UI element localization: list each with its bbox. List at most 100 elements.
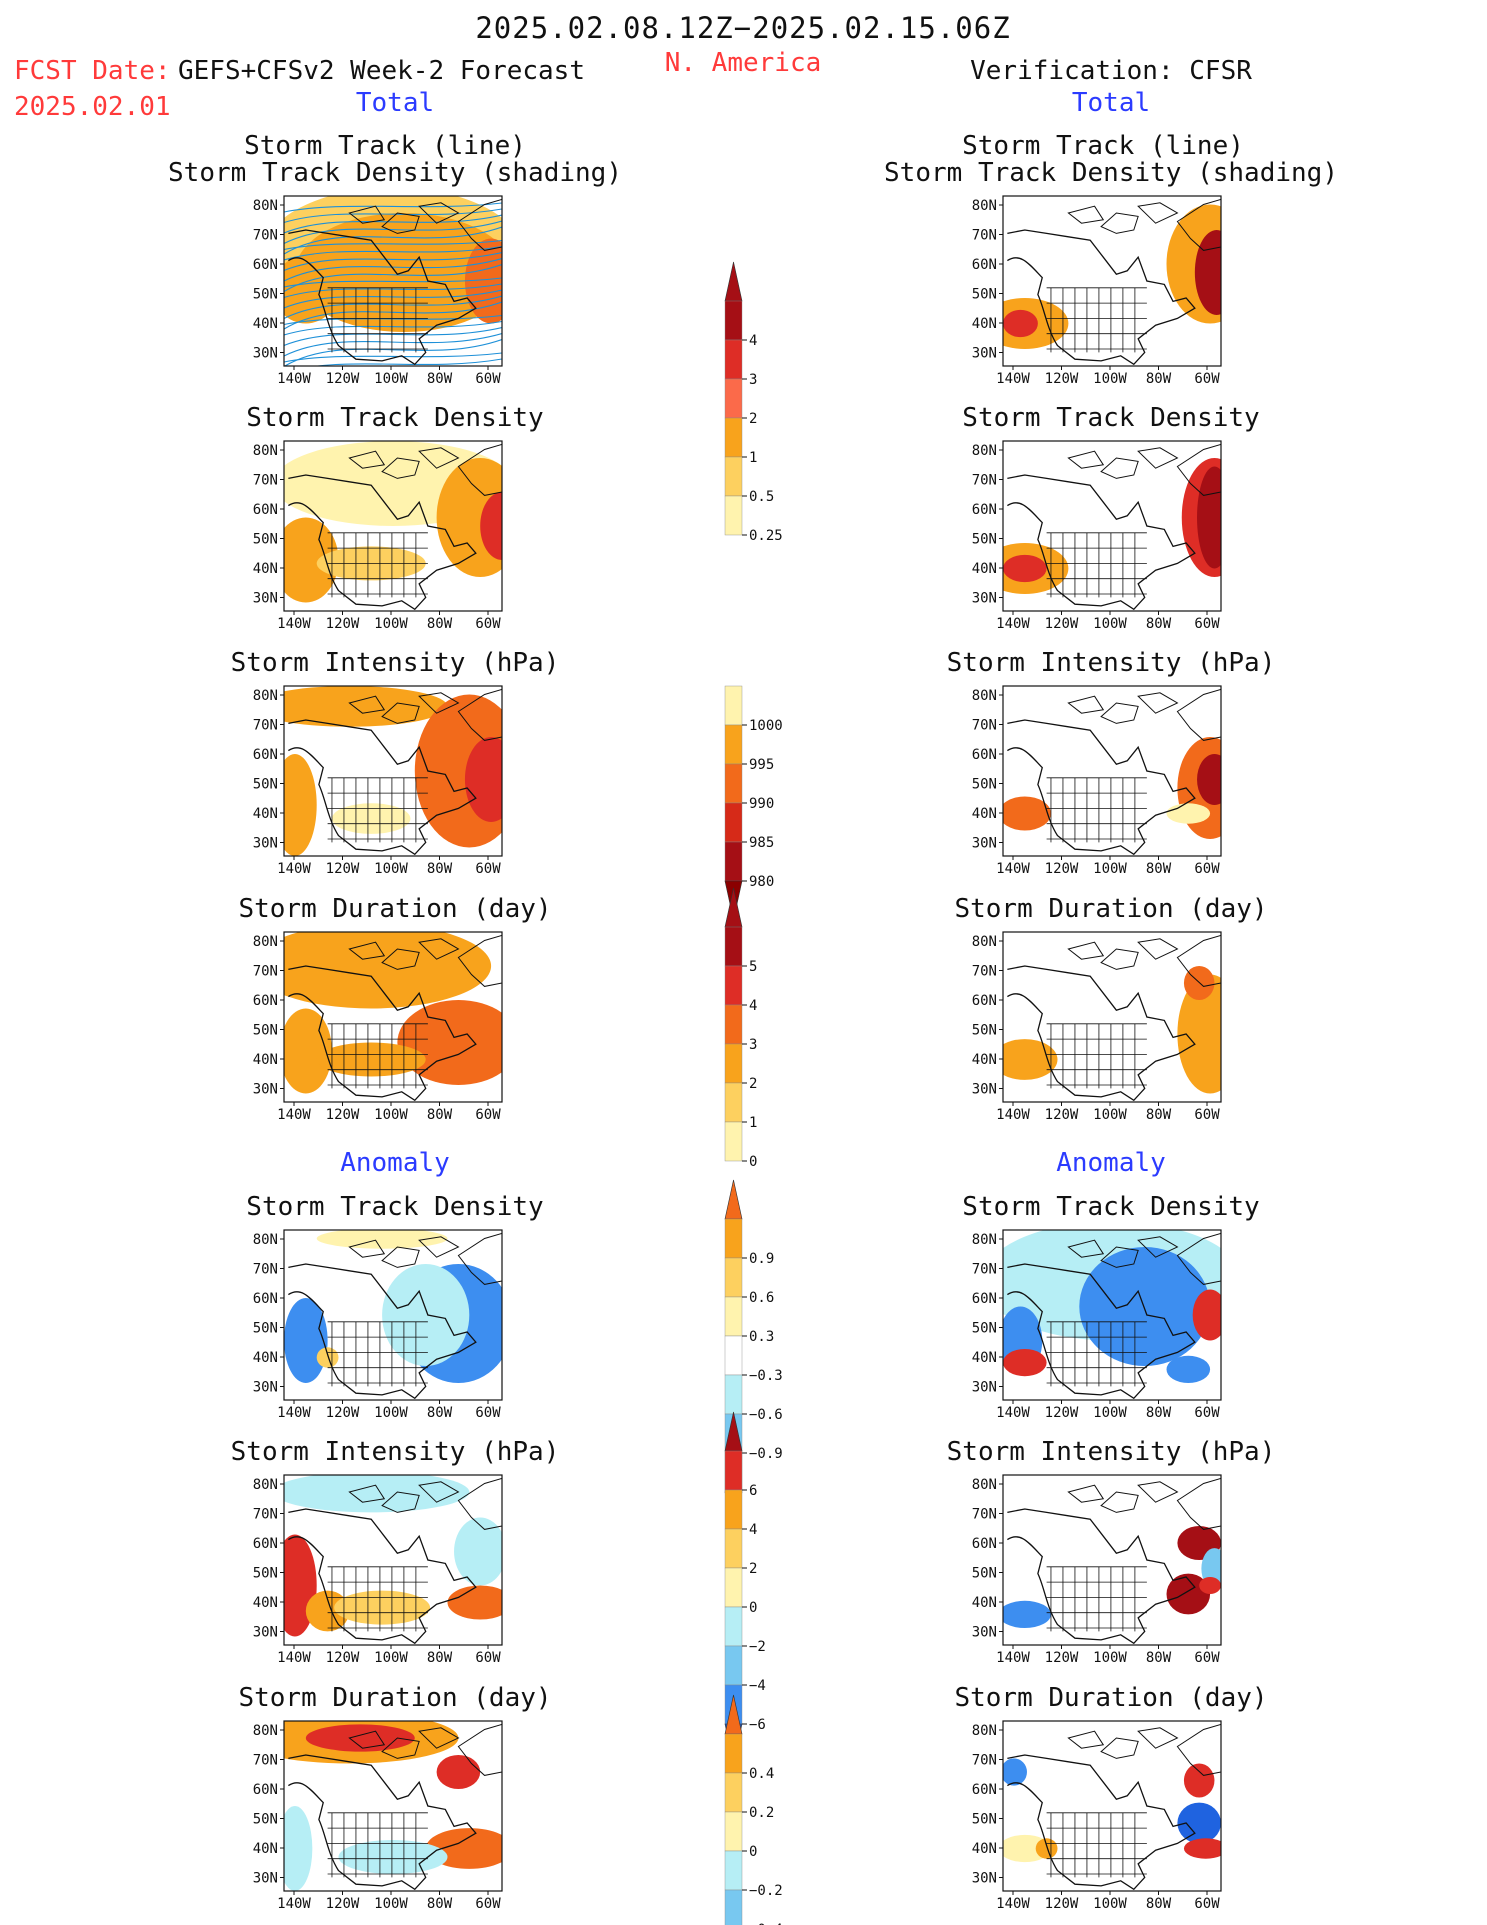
colorbar-track-density-anomaly: 0.9 0.6 0.3 −0.3 −0.6 −0.9	[724, 1179, 783, 1532]
shading-region	[1166, 1573, 1211, 1615]
lat-label: 70N	[972, 228, 997, 244]
lat-label: 40N	[972, 1595, 997, 1611]
shading-region	[284, 686, 448, 727]
colorbar-segment	[724, 1043, 743, 1084]
lon-label: 80W	[427, 1107, 453, 1123]
map-frame	[283, 195, 503, 367]
lat-label: 50N	[253, 1566, 278, 1582]
colorbar-segment	[724, 1374, 743, 1415]
lat-label: 40N	[972, 1841, 997, 1857]
island-outline	[1101, 1492, 1138, 1512]
shading-region	[1194, 230, 1221, 315]
shading-region	[331, 803, 411, 834]
lat-label: 70N	[972, 1507, 997, 1523]
shading-region	[1183, 1763, 1215, 1798]
lon-label: 60W	[475, 861, 501, 877]
lat-label: 30N	[972, 1871, 997, 1887]
panel-title-density-anom-left: Storm Track Density	[246, 1192, 544, 1222]
lat-label: 30N	[253, 1380, 278, 1396]
colorbar-arrow-top	[724, 261, 743, 302]
lon-label: 140W	[277, 616, 311, 632]
coastline	[288, 720, 475, 854]
lat-label: 60N	[972, 993, 997, 1009]
lon-label: 100W	[374, 861, 408, 877]
colorbar-duration-total: 5 4 3 2 1 0	[724, 887, 757, 1170]
lon-label: 120W	[326, 861, 360, 877]
island-outline	[1068, 942, 1103, 959]
map-panel-R4: 80N 70N 60N 50N 40N 30N 140W 120W 100W 80W 60W	[972, 1229, 1222, 1421]
colorbar-label: 0.9	[749, 1251, 774, 1267]
shading-region	[284, 754, 317, 856]
lon-label: 140W	[277, 1896, 311, 1912]
island-outline	[419, 939, 458, 959]
lat-label: 80N	[253, 934, 278, 950]
island-outline	[349, 696, 384, 713]
us-state-borders	[327, 287, 428, 353]
colorbar-label: 0	[749, 1844, 757, 1860]
colorbar-track-density-total: 4 3 2 1 0.5 0.25	[724, 261, 783, 544]
map-frame	[1002, 440, 1222, 612]
island-outline	[382, 458, 419, 478]
colorbar-label: 0	[749, 1154, 757, 1170]
shading-region	[1079, 1247, 1211, 1366]
panel-title-duration-anom-left: Storm Duration (day)	[238, 1683, 552, 1713]
lon-label: 100W	[1093, 1896, 1127, 1912]
date-range-title: 2025.02.08.12Z−2025.02.15.06Z	[475, 11, 1011, 45]
lat-label: 80N	[972, 198, 997, 214]
colorbar-segment	[724, 1335, 743, 1376]
colorbar-segment	[724, 1606, 743, 1647]
island-outline	[419, 1482, 458, 1502]
lon-label: 120W	[1045, 1896, 1079, 1912]
island-outline	[1177, 444, 1221, 495]
lon-label: 100W	[374, 1896, 408, 1912]
colorbar-label: 2	[749, 1076, 757, 1092]
colorbar-label: 0.2	[749, 1805, 774, 1821]
map-frame	[283, 440, 503, 612]
lon-label: 60W	[475, 371, 501, 387]
lat-label: 30N	[972, 1380, 997, 1396]
panel-title-intensity-anom-left: Storm Intensity (hPa)	[230, 1437, 560, 1467]
colorbar-segment	[724, 1733, 743, 1774]
lat-label: 70N	[972, 718, 997, 734]
lat-label: 70N	[972, 473, 997, 489]
lon-label: 140W	[996, 371, 1030, 387]
lat-label: 60N	[972, 502, 997, 518]
colorbar-arrow-top	[724, 1179, 743, 1220]
island-outline	[1177, 1724, 1221, 1775]
lat-label: 40N	[253, 1350, 278, 1366]
lat-label: 40N	[972, 806, 997, 822]
shading-region	[454, 1517, 502, 1586]
panel-title-duration-anom-right: Storm Duration (day)	[954, 1683, 1268, 1713]
map-frame	[1002, 1720, 1222, 1892]
lon-label: 80W	[1146, 1896, 1172, 1912]
map-panel-L2: 80N 70N 60N 50N 40N 30N 140W 120W 100W 80W 60W	[253, 685, 503, 877]
lat-label: 30N	[972, 836, 997, 852]
colorbar-label: 995	[749, 757, 774, 773]
lon-label: 120W	[326, 1896, 360, 1912]
lon-label: 140W	[996, 616, 1030, 632]
lon-label: 100W	[374, 1405, 408, 1421]
us-state-borders	[327, 777, 428, 843]
lat-label: 30N	[253, 1625, 278, 1641]
lat-label: 60N	[253, 993, 278, 1009]
lat-label: 70N	[972, 1262, 997, 1278]
lon-label: 120W	[1045, 616, 1079, 632]
lon-label: 60W	[1194, 861, 1220, 877]
lat-label: 50N	[972, 1321, 997, 1337]
island-outline	[1177, 199, 1221, 250]
island-outline	[1068, 1731, 1103, 1748]
shading-region	[1177, 974, 1221, 1094]
shading-region	[1003, 1349, 1047, 1377]
colorbar-label: −0.3	[749, 1368, 783, 1384]
lat-label: 70N	[253, 1753, 278, 1769]
forecast-name: GEFS+CFSv2 Week-2 Forecast	[178, 56, 585, 86]
colorbar-segment	[724, 1218, 743, 1259]
lat-label: 80N	[972, 1232, 997, 1248]
fcst-date-label: FCST Date:	[14, 56, 171, 86]
panel-title-density-left: Storm Track Density	[246, 403, 544, 433]
lat-label: 40N	[253, 561, 278, 577]
lon-label: 140W	[277, 1107, 311, 1123]
map-panel-R5: 80N 70N 60N 50N 40N 30N 140W 120W 100W 80W 60W	[972, 1474, 1222, 1666]
island-outline	[382, 213, 419, 233]
colorbar-segment	[724, 1811, 743, 1852]
